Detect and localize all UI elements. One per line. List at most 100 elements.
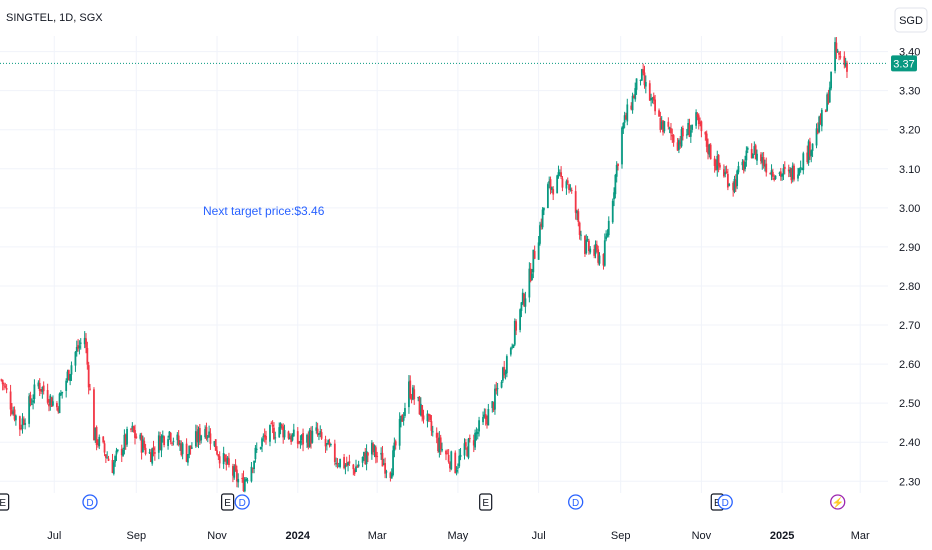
candle[interactable] [124,433,127,450]
candle[interactable] [250,461,253,483]
candle[interactable] [168,431,171,440]
candle[interactable] [75,340,78,357]
candle[interactable] [584,235,586,257]
candle[interactable] [621,126,623,169]
candle[interactable] [644,75,647,94]
candle[interactable] [122,447,124,457]
candle[interactable] [494,384,496,415]
candle[interactable] [429,414,432,422]
candle[interactable] [838,51,840,61]
candle[interactable] [595,240,598,253]
candle[interactable] [811,143,814,158]
candle[interactable] [422,409,425,424]
candle[interactable] [126,426,128,447]
candle[interactable] [495,381,498,395]
candle[interactable] [586,235,589,242]
candle[interactable] [311,425,314,444]
candle[interactable] [4,382,7,389]
candle[interactable] [770,164,773,181]
candle[interactable] [21,413,24,434]
candle[interactable] [262,433,265,442]
candle[interactable] [274,431,277,444]
candle[interactable] [688,118,691,138]
candle[interactable] [475,427,478,441]
candle[interactable] [246,477,249,484]
candle[interactable] [189,445,192,455]
candle[interactable] [651,97,654,104]
candle[interactable] [700,120,703,138]
candle[interactable] [828,81,831,103]
candle[interactable] [737,161,740,175]
candle[interactable] [357,460,360,468]
candle[interactable] [61,391,64,399]
candle[interactable] [492,401,495,413]
candle[interactable] [430,415,433,436]
candle[interactable] [308,428,311,448]
candle[interactable] [131,422,134,433]
candle[interactable] [606,229,609,238]
candle[interactable] [14,414,17,426]
candle[interactable] [83,331,86,349]
candle[interactable] [22,416,25,426]
candle[interactable] [157,431,160,460]
candle[interactable] [589,246,592,255]
candle[interactable] [392,445,394,477]
candle[interactable] [214,439,217,451]
candle[interactable] [650,93,653,107]
candle[interactable] [787,164,790,178]
candle[interactable] [307,431,310,450]
candle[interactable] [642,63,645,76]
candle[interactable] [106,451,109,459]
candle[interactable] [139,432,142,441]
candle[interactable] [97,439,99,448]
candle[interactable] [716,150,719,177]
candle[interactable] [435,427,438,444]
candle[interactable] [742,159,745,174]
candle[interactable] [363,451,365,461]
candle[interactable] [339,458,342,469]
candle[interactable] [5,384,8,394]
candle[interactable] [337,462,340,468]
candle[interactable] [365,444,368,471]
candle[interactable] [316,422,319,437]
candle[interactable] [132,425,135,433]
candle[interactable] [827,89,830,105]
candle[interactable] [505,354,508,378]
candle[interactable] [798,167,801,176]
candle[interactable] [159,431,162,451]
event-dividend-icon[interactable]: D [82,494,98,510]
candle[interactable] [503,360,506,379]
candle[interactable] [56,401,58,411]
candle[interactable] [171,441,173,446]
candle[interactable] [496,382,499,396]
candle[interactable] [148,448,151,454]
candle[interactable] [654,94,656,115]
candle[interactable] [153,446,156,461]
candle[interactable] [756,149,758,166]
candle[interactable] [216,446,218,456]
candle[interactable] [830,71,832,91]
candle[interactable] [826,92,829,112]
candle[interactable] [478,416,480,437]
candle[interactable] [29,391,32,407]
candle[interactable] [500,380,503,389]
candle[interactable] [746,146,749,154]
candle[interactable] [670,123,672,141]
candle[interactable] [327,439,330,445]
candle[interactable] [279,422,282,435]
candle[interactable] [548,176,551,189]
candle[interactable] [779,167,782,181]
candle[interactable] [680,126,683,148]
candle[interactable] [607,216,610,238]
candle[interactable] [208,425,210,438]
candle[interactable] [255,442,258,453]
candle[interactable] [570,187,573,194]
candle[interactable] [57,406,60,414]
candle[interactable] [78,340,81,355]
candle[interactable] [605,230,608,242]
candle[interactable] [799,160,802,173]
candle[interactable] [38,378,41,397]
candle[interactable] [213,441,216,448]
candle[interactable] [0,378,3,382]
candle[interactable] [325,442,328,451]
